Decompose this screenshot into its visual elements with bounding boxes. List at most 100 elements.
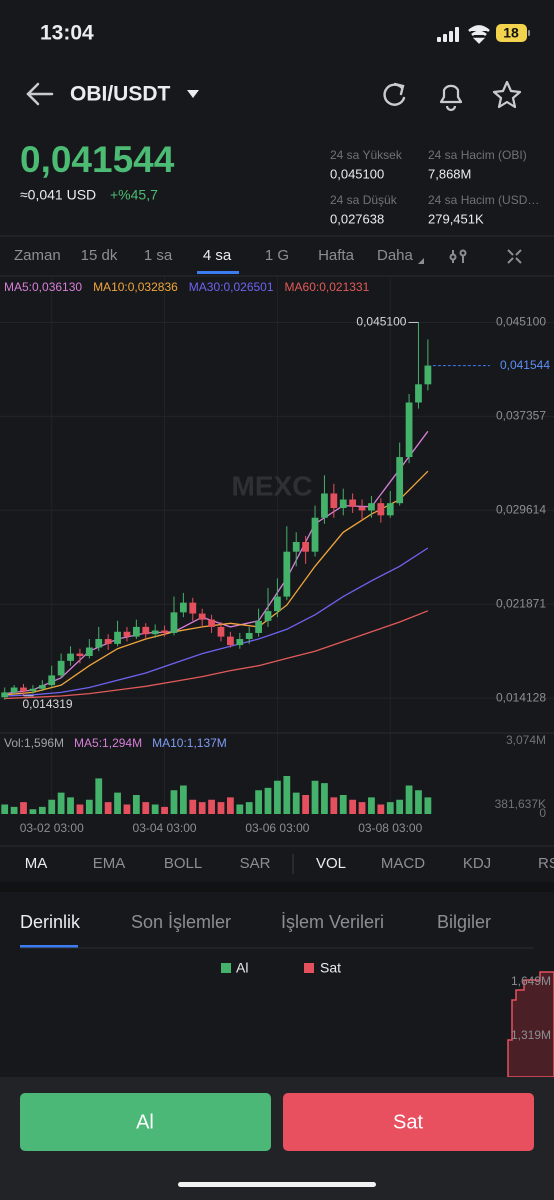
- legend-label: Sat: [320, 960, 341, 976]
- volume-bar: [339, 795, 347, 814]
- timeframe-tab[interactable]: Zaman: [14, 247, 61, 264]
- annotation: 0,014319: [23, 697, 73, 711]
- x-tick-label: 03-02 03:00: [20, 821, 84, 835]
- timeframe-tab[interactable]: 1 G: [265, 247, 289, 264]
- candle-body: [245, 632, 253, 640]
- fullscreen-button[interactable]: [507, 249, 522, 264]
- candle-body: [339, 499, 347, 509]
- annotation: 0,045100: [356, 315, 406, 329]
- candle-body: [132, 626, 140, 637]
- timeframe-tab[interactable]: Hafta: [318, 247, 355, 264]
- volume-bar: [29, 809, 37, 814]
- candle-body: [415, 384, 422, 403]
- legend-label: MA5:0,036130: [4, 280, 82, 294]
- section-tab[interactable]: Derinlik: [20, 912, 81, 932]
- volume-bar: [1, 804, 9, 814]
- indicator-settings-knob: [459, 249, 467, 257]
- volume-legend: Vol:1,596M: [4, 736, 64, 750]
- ma-line: [4, 610, 429, 700]
- x-tick-label: 03-08 03:00: [358, 821, 422, 835]
- timeframe-tab[interactable]: Daha: [377, 247, 414, 264]
- timeframe-tab[interactable]: 15 dk: [81, 247, 118, 264]
- volume-bar: [67, 797, 74, 814]
- candle-body: [321, 493, 328, 518]
- stat-label: 24 sa Hacim (OBI): [428, 148, 527, 162]
- alert-button[interactable]: [439, 84, 463, 112]
- volume-bar: [20, 802, 27, 814]
- price-change: +%45,7: [110, 187, 158, 203]
- x-tick-label: 03-06 03:00: [245, 821, 309, 835]
- volume-tick-label: 0: [539, 806, 546, 820]
- indicator-settings-knob: [449, 253, 457, 261]
- indicator-tab[interactable]: EMA: [93, 855, 126, 872]
- volume-bar: [208, 799, 215, 814]
- volume-bar: [283, 776, 291, 814]
- candle-body: [95, 639, 103, 648]
- y-tick-label: 0,029614: [496, 502, 546, 516]
- candle-body: [29, 688, 37, 692]
- candle-body: [170, 612, 178, 633]
- indicator-tab[interactable]: VOL: [316, 855, 346, 872]
- price-chart: 0,045100 0,037357 0,029614 0,021871 0,014128…: [1, 280, 554, 835]
- volume-bar: [85, 799, 93, 814]
- sell-label: Sat: [393, 1111, 423, 1133]
- battery-icon: [496, 24, 527, 42]
- indicator-tab[interactable]: KDJ: [463, 855, 491, 872]
- candle-body: [208, 619, 215, 627]
- stat-value: 0,045100: [330, 166, 384, 181]
- section-tab[interactable]: Son İşlemler: [131, 912, 231, 932]
- timeframe-tab[interactable]: 1 sa: [144, 247, 173, 264]
- section-tab[interactable]: Bilgiler: [437, 912, 491, 932]
- candle-body: [20, 687, 27, 692]
- more-caret: [418, 258, 424, 264]
- timeframe-tab[interactable]: 4 sa: [203, 247, 232, 264]
- candle-body: [123, 631, 131, 637]
- buy-label: Al: [136, 1111, 154, 1133]
- volume-bar: [170, 790, 178, 814]
- candle-body: [377, 503, 385, 516]
- candle-body: [274, 596, 281, 612]
- pair-title[interactable]: OBI/USDT: [70, 83, 171, 106]
- indicator-tab[interactable]: MACD: [381, 855, 425, 872]
- volume-tick-label: 381,637K: [495, 797, 546, 811]
- volume-bar: [179, 785, 187, 814]
- buy-button[interactable]: [20, 1093, 271, 1151]
- candle-body: [264, 611, 272, 621]
- tab-indicator: [197, 271, 239, 274]
- legend-swatch: [304, 963, 314, 973]
- candle-body: [142, 626, 150, 635]
- tab-indicator: [20, 945, 78, 948]
- volume-bar: [274, 780, 281, 814]
- battery-level: 18: [503, 25, 519, 41]
- signal-icon: [437, 27, 459, 42]
- wifi-icon: [468, 25, 490, 44]
- pair-dropdown[interactable]: [187, 90, 199, 98]
- volume-bar: [76, 804, 84, 814]
- back-button[interactable]: [26, 82, 54, 106]
- candle-body: [161, 630, 168, 633]
- volume-tick-label: 3,074M: [506, 733, 546, 747]
- favorite-button[interactable]: [492, 80, 522, 109]
- y-tick-label: 0,045100: [496, 315, 546, 329]
- section-gap: [0, 882, 554, 892]
- indicator-tab[interactable]: RS: [538, 855, 554, 872]
- volume-bar: [48, 799, 56, 814]
- section-tab[interactable]: İşlem Verileri: [281, 912, 384, 932]
- y-tick-label: 0,021871: [496, 596, 546, 610]
- refresh-button[interactable]: [383, 82, 406, 106]
- candle-body: [114, 631, 121, 644]
- candle-body: [76, 653, 84, 657]
- usd-price: ≈0,041 USD: [20, 187, 96, 203]
- clock: 13:04: [40, 22, 94, 45]
- indicator-tab[interactable]: MA: [25, 855, 48, 872]
- candle-body: [48, 675, 56, 686]
- indicator-tab[interactable]: BOLL: [164, 855, 202, 872]
- volume-bar: [245, 802, 253, 814]
- candle-body: [104, 639, 112, 644]
- volume-legend: MA5:1,294M: [74, 736, 142, 750]
- volume-bar: [189, 799, 197, 814]
- sell-button[interactable]: [283, 1093, 534, 1151]
- indicator-tab[interactable]: SAR: [240, 855, 271, 872]
- volume-bar: [255, 790, 262, 814]
